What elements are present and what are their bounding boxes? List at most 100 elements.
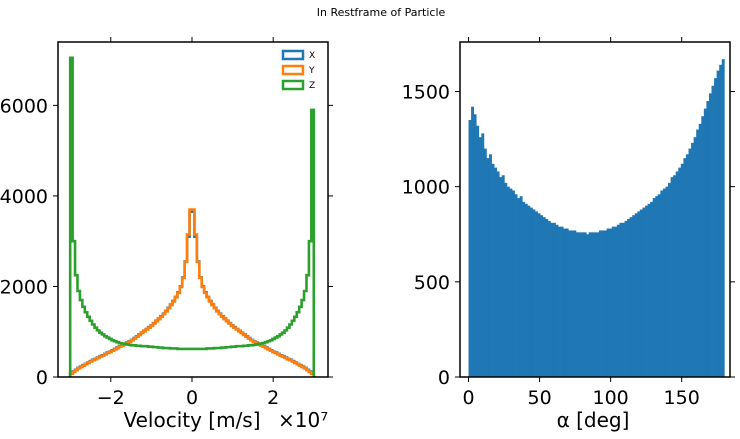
- velocity-series-layer: [68, 56, 316, 377]
- angle-bar: [703, 108, 707, 378]
- angle-bar: [691, 142, 694, 377]
- angle-bar: [488, 154, 492, 377]
- angle-bar: [591, 232, 595, 377]
- angle-bar: [665, 186, 669, 377]
- angle-bar: [616, 224, 620, 377]
- angle-bar: [486, 158, 490, 377]
- angle-bar: [529, 207, 533, 377]
- velocity-legend: X Y Z: [281, 49, 315, 91]
- angle-bar: [678, 167, 682, 378]
- angle-bar: [527, 205, 531, 377]
- angle-bar: [578, 232, 582, 377]
- angle-bar: [570, 230, 574, 377]
- angle-xtick-label: 50: [527, 387, 551, 409]
- angle-xlabel: α [deg]: [557, 408, 630, 432]
- angle-bar: [670, 177, 674, 377]
- angle-bar: [637, 211, 641, 377]
- angle-xtick-label: 0: [462, 387, 474, 409]
- legend-swatch-x: [281, 49, 305, 61]
- angle-bar: [693, 137, 697, 377]
- angle-bar: [514, 194, 518, 377]
- angle-bar: [711, 85, 715, 377]
- velocity-ytick-label: 4000: [0, 186, 48, 208]
- angle-bar: [696, 129, 700, 377]
- angle-bar: [639, 209, 643, 377]
- angle-bar: [596, 232, 600, 377]
- angle-bar: [668, 182, 671, 377]
- angle-bar: [701, 116, 705, 377]
- velocity-axes-frame: [57, 41, 329, 378]
- angle-bar: [673, 175, 677, 377]
- angle-bar: [573, 230, 577, 377]
- angle-bar: [714, 78, 717, 377]
- angle-bar: [627, 219, 631, 377]
- angle-bar: [575, 232, 579, 377]
- velocity-xtick-label: −2: [97, 387, 125, 409]
- velocity-ytick-label: 6000: [0, 95, 48, 117]
- angle-axes-frame: [459, 41, 731, 378]
- angle-bar: [481, 133, 485, 377]
- velocity-xtick-label: 2: [267, 387, 279, 409]
- angle-bar: [647, 203, 651, 377]
- angle-bar: [517, 198, 521, 377]
- angle-bar: [558, 226, 561, 377]
- angle-bar: [522, 201, 526, 377]
- angle-bar: [719, 64, 723, 377]
- angle-bar: [598, 230, 602, 377]
- angle-bar: [721, 59, 725, 377]
- angle-ytick-label: 0: [438, 367, 450, 389]
- angle-bar: [540, 215, 544, 377]
- angle-ytick-label: 500: [414, 272, 450, 294]
- legend-swatch-y: [281, 64, 305, 76]
- angle-bar: [601, 230, 605, 377]
- angle-bar: [468, 120, 472, 377]
- angle-bar: [560, 226, 564, 377]
- angle-xtick-label: 150: [664, 387, 700, 409]
- legend-swatch-z: [281, 79, 305, 91]
- angle-bar: [496, 171, 500, 377]
- angle-bar: [509, 188, 513, 377]
- angle-bar: [483, 148, 487, 377]
- angle-bar: [680, 163, 684, 377]
- angle-bar: [501, 175, 505, 377]
- velocity-offset-text: ×10⁷: [278, 408, 328, 432]
- angle-bar: [506, 186, 510, 377]
- angle-bar: [545, 219, 549, 377]
- angle-bar: [471, 106, 474, 377]
- angle-bar: [535, 211, 538, 377]
- angle-bar: [499, 177, 503, 377]
- velocity-xtick-label: 0: [186, 387, 198, 409]
- angle-bar: [494, 167, 498, 378]
- angle-bar: [634, 213, 638, 377]
- angle-bar: [675, 171, 679, 377]
- angle-bar: [662, 188, 666, 377]
- angle-bar: [588, 232, 592, 377]
- velocity-histogram-panel: −2 0 2 0 2000 4000 6000 Velocity [m/s] ×10⁷ X …: [0, 37, 333, 432]
- angle-bar: [622, 222, 625, 377]
- angle-bar: [652, 198, 656, 377]
- angle-ytick-label: 1000: [402, 177, 450, 199]
- angle-bar: [629, 217, 633, 377]
- angle-bar: [683, 158, 687, 377]
- angle-bar: [604, 230, 607, 377]
- angle-bar: [609, 228, 613, 377]
- velocity-tick-layer: −2 0 2 0 2000 4000 6000: [0, 37, 333, 409]
- angle-bar: [611, 226, 615, 377]
- angle-bar: [491, 163, 495, 377]
- angle-bar: [550, 222, 554, 377]
- angle-bar: [657, 194, 661, 377]
- angle-bar: [614, 226, 618, 377]
- angle-bar: [586, 234, 590, 377]
- angle-bar: [563, 228, 567, 377]
- angle-bar: [568, 230, 572, 377]
- angle-bar: [524, 203, 528, 377]
- angle-bar: [660, 190, 664, 377]
- angle-bar: [583, 232, 587, 377]
- velocity-ytick-label: 0: [36, 367, 48, 389]
- angle-bar: [547, 220, 551, 377]
- angle-bars-layer: [468, 59, 725, 378]
- angle-bar: [512, 190, 515, 377]
